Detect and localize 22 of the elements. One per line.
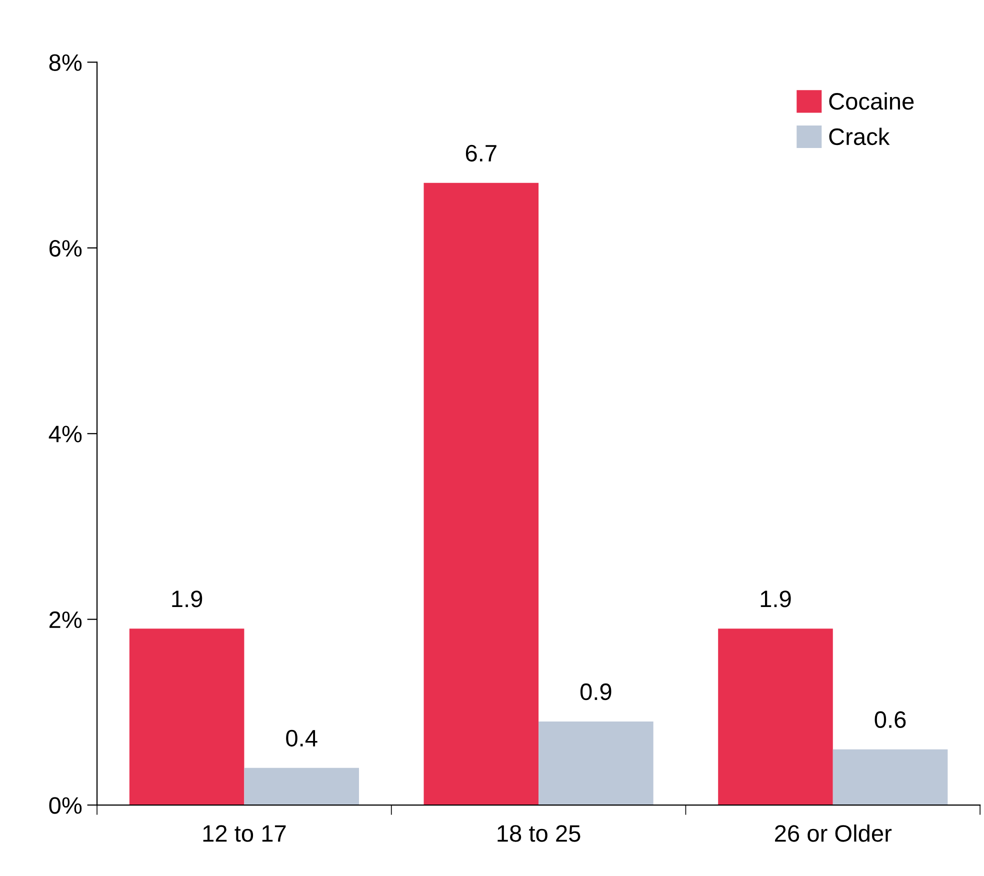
bar [718, 628, 833, 806]
data-label: 1.9 [172, 590, 202, 608]
bar [424, 182, 539, 806]
bar [244, 768, 359, 806]
data-label: 1.9 [760, 590, 791, 608]
legend-label: Cocaine [829, 92, 914, 110]
legend-label: Crack [829, 128, 890, 146]
y-tick-label: 2% [50, 611, 82, 628]
y-tick-label: 8% [49, 54, 82, 71]
data-label: 0.6 [874, 711, 906, 728]
x-tick-label: 12 to 17 [203, 825, 286, 842]
data-label: 6.7 [466, 144, 496, 162]
x-tick-label: 18 to 25 [498, 825, 580, 842]
y-tick-label: 4% [48, 426, 82, 442]
bar [538, 721, 654, 806]
bar [129, 628, 244, 806]
data-label: 0.9 [580, 683, 612, 700]
data-label: 0.4 [286, 730, 318, 747]
bar [832, 749, 948, 806]
y-tick-label: 0% [49, 797, 82, 814]
x-tick-label: 26 or Older [775, 824, 892, 842]
y-tick-label: 6% [50, 240, 82, 257]
